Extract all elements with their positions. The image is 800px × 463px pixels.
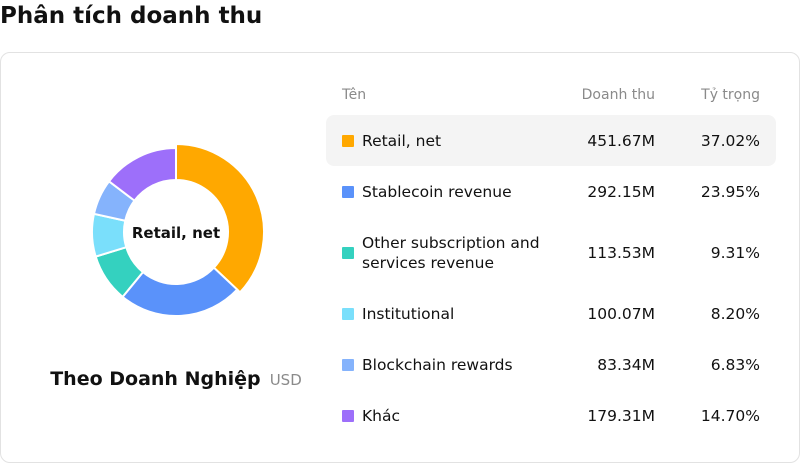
donut-slice[interactable] <box>175 142 265 294</box>
legend-swatch <box>342 134 354 147</box>
row-share: 8.20% <box>710 304 760 323</box>
row-share: 37.02% <box>700 131 760 150</box>
row-name: Stablecoin revenue <box>362 182 512 201</box>
row-name: Blockchain rewards <box>362 355 513 374</box>
row-revenue: 83.34M <box>597 355 655 374</box>
donut-center-label: Retail, net <box>132 224 220 242</box>
header-revenue: Doanh thu <box>581 87 655 103</box>
table-row[interactable]: Blockchain rewards 83.34M 6.83% <box>326 339 776 390</box>
donut-chart: Retail, net <box>91 142 265 317</box>
chart-title: Theo Doanh Nghiệp <box>50 368 261 390</box>
row-revenue: 292.15M <box>587 182 655 201</box>
table-row[interactable]: Other subscription and services revenue … <box>326 217 776 288</box>
page-title: Phân tích doanh thu <box>0 3 263 29</box>
table-row[interactable]: Retail, net 451.67M 37.02% <box>326 115 776 166</box>
chart-caption: Theo Doanh Nghiệp USD <box>1 368 351 390</box>
header-name: Tên <box>342 87 367 103</box>
table-row[interactable]: Institutional 100.07M 8.20% <box>326 288 776 339</box>
legend-swatch <box>342 307 354 320</box>
chart-unit: USD <box>269 371 302 389</box>
row-name: Khác <box>362 406 401 425</box>
row-revenue: 451.67M <box>587 131 655 150</box>
table-row[interactable]: Stablecoin revenue 292.15M 23.95% <box>326 166 776 217</box>
row-share: 9.31% <box>710 243 760 262</box>
header-share: Tỷ trọng <box>701 87 760 103</box>
row-share: 14.70% <box>700 406 760 425</box>
donut-slices <box>91 142 265 317</box>
legend-swatch <box>342 246 354 259</box>
revenue-table: Tên Doanh thu Tỷ trọng Retail, net 451.6… <box>326 77 776 441</box>
row-revenue: 113.53M <box>587 243 655 262</box>
legend-swatch <box>342 185 354 198</box>
row-revenue: 100.07M <box>587 304 655 323</box>
row-name: Retail, net <box>362 131 442 150</box>
legend-swatch <box>342 358 354 371</box>
row-share: 23.95% <box>700 182 760 201</box>
row-share: 6.83% <box>710 355 760 374</box>
donut-slice[interactable] <box>107 146 177 203</box>
row-name: Other subscription and services revenue <box>362 233 540 272</box>
row-name: Institutional <box>362 304 455 323</box>
table-header: Tên Doanh thu Tỷ trọng <box>326 77 776 115</box>
legend-swatch <box>342 409 354 422</box>
revenue-card: Retail, net Theo Doanh Nghiệp USD Tên Do… <box>0 52 800 463</box>
row-revenue: 179.31M <box>587 406 655 425</box>
table-row[interactable]: Khác 179.31M 14.70% <box>326 390 776 441</box>
